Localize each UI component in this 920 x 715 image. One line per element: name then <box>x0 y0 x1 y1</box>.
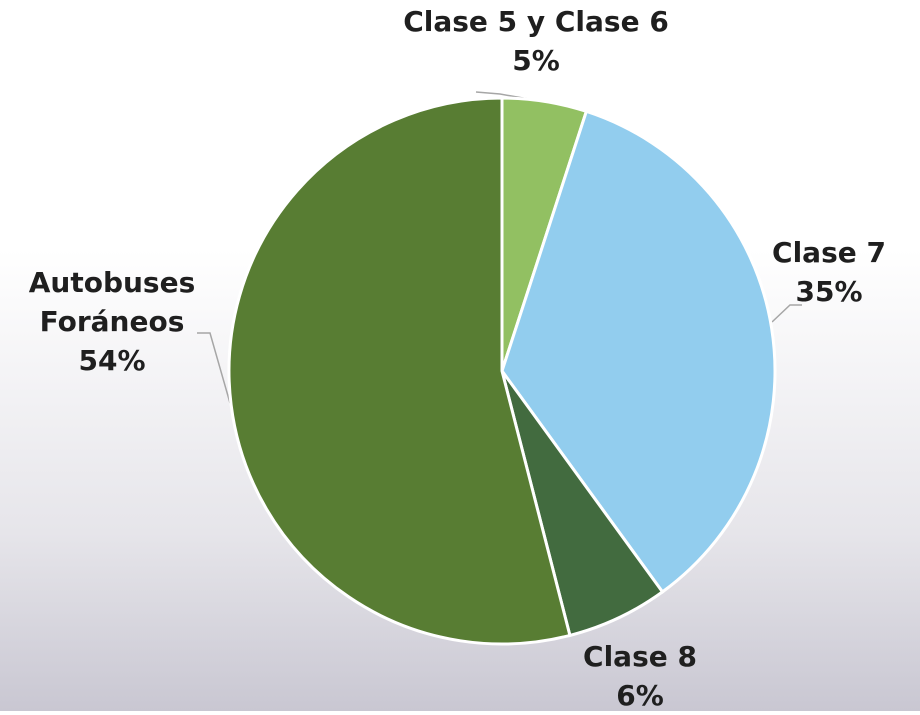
slice-label: Clase 8 6% <box>583 637 697 715</box>
pie-slice <box>500 109 777 594</box>
slice-label: Clase 7 35% <box>772 233 886 311</box>
leader-line <box>771 304 802 323</box>
value-label: 54% <box>78 344 146 377</box>
slice-label: Autobuses Foráneos 54% <box>12 263 212 380</box>
category-label: Clase 8 <box>583 640 697 673</box>
value-label: 35% <box>795 275 863 308</box>
slice-label: Clase 5 y Clase 6 5% <box>403 2 669 80</box>
value-label: 5% <box>512 44 560 77</box>
category-label: Clase 7 <box>772 236 886 269</box>
leader-line <box>197 332 231 404</box>
pie-slice <box>227 96 572 646</box>
category-label: Autobuses Foráneos <box>28 266 196 338</box>
category-label: Clase 5 y Clase 6 <box>403 5 669 38</box>
value-label: 6% <box>616 679 664 712</box>
